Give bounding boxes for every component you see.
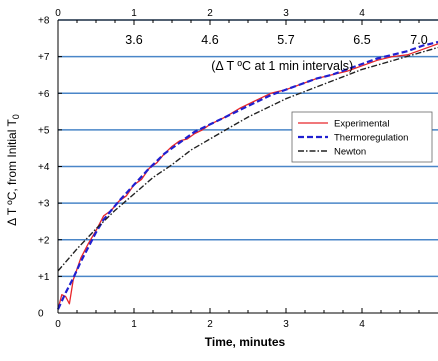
y-tick-label: +4	[38, 162, 50, 173]
y-tick-label: 0	[38, 309, 44, 320]
top-tick-label: 4	[359, 8, 365, 19]
series-line-newton	[57, 46, 438, 272]
interval-value-label: 3.6	[125, 33, 142, 47]
interval-value-label: 4.6	[201, 33, 218, 47]
y-tick-label: +2	[38, 235, 50, 246]
y-tick-label: +6	[38, 89, 50, 100]
x-tick-label: 3	[283, 319, 289, 330]
legend-label-thermoregulation: Thermoregulation	[334, 133, 408, 144]
x-tick-label: 0	[55, 319, 61, 330]
x-axis-title: Time, minutes	[205, 335, 286, 349]
top-tick-label: 0	[55, 8, 61, 19]
y-axis-title: Δ T ºC, from Initial T0	[5, 114, 21, 226]
y-tick-label: +1	[38, 272, 50, 283]
y-axis-title-subscript: 0	[11, 114, 21, 119]
interval-value-label: 6.5	[353, 33, 370, 47]
y-axis-title-main: Δ T ºC, from Initial T	[5, 119, 19, 226]
interval-value-label: 7.0	[410, 33, 427, 47]
x-tick-label: 4	[359, 319, 365, 330]
y-tick-label: +5	[38, 125, 50, 136]
annotation-layer: 3.6 4.6 5.7 6.5 7.0 (Δ T ºC at 1 min interval…	[125, 33, 427, 73]
x-tick-label: 2	[207, 319, 213, 330]
ticks-layer: 0 +1 +2 +3 +4 +5 +6 +7 +8 0 1 2 3 4 0 1 2 3 4	[38, 8, 420, 330]
interval-annotation-text: (Δ T ºC at 1 min intervals)	[211, 59, 353, 73]
series-line-thermoregulation	[57, 40, 438, 310]
x-tick-label: 1	[131, 319, 137, 330]
top-tick-label: 1	[131, 8, 137, 19]
legend-label-experimental: Experimental	[334, 119, 389, 130]
series-layer	[57, 40, 438, 310]
top-tick-label: 3	[283, 8, 289, 19]
legend-box	[291, 111, 433, 163]
y-tick-label: +8	[38, 16, 50, 27]
top-tick-label: 2	[207, 8, 213, 19]
y-tick-label: +3	[38, 199, 50, 210]
series-line-experimental	[57, 43, 438, 310]
interval-value-label: 5.7	[277, 33, 294, 47]
y-tick-label: +7	[38, 52, 50, 63]
grid-layer	[58, 19, 438, 278]
legend-label-newton: Newton	[334, 147, 366, 158]
legend-layer: Experimental Thermoregulation Newton	[291, 111, 433, 163]
